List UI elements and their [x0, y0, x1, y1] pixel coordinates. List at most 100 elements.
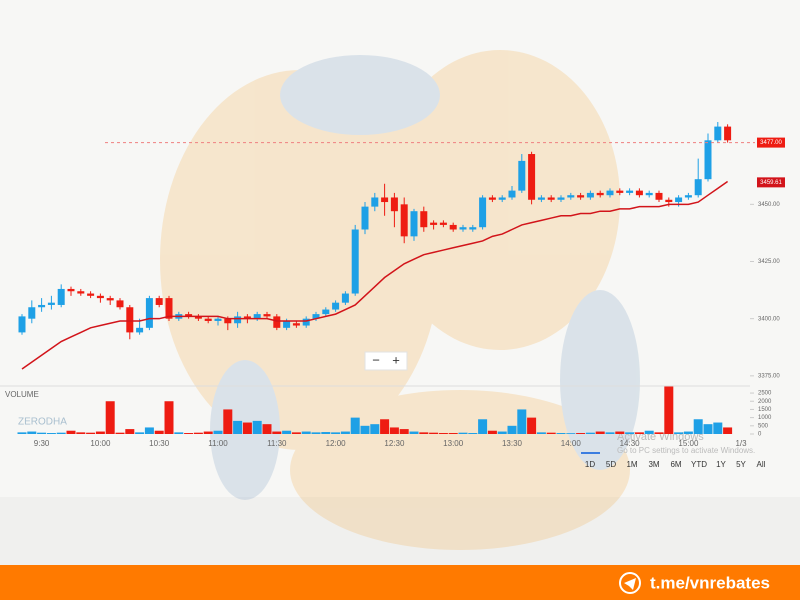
range-button[interactable]: YTD: [691, 460, 707, 469]
volume-bar: [576, 433, 586, 434]
candle-body: [616, 190, 624, 193]
candle-body: [361, 206, 369, 230]
volume-bar: [448, 433, 458, 434]
candle-body: [106, 298, 114, 301]
y-tick-label: 3450.00: [758, 202, 780, 208]
candle-body: [263, 314, 271, 317]
volume-bar: [66, 430, 76, 434]
candle-body: [655, 192, 663, 200]
volume-bar: [536, 432, 546, 434]
candle-body: [724, 126, 732, 141]
range-button[interactable]: 5Y: [736, 460, 746, 469]
volume-bar: [46, 433, 56, 434]
x-tick-label: 15:00: [678, 439, 699, 448]
range-button[interactable]: All: [757, 460, 766, 469]
candle-body: [273, 316, 281, 328]
volume-bar: [95, 431, 105, 434]
x-tick-label: 14:00: [561, 439, 582, 448]
candle-body: [430, 222, 438, 225]
volume-bar: [703, 424, 713, 434]
candle-body: [87, 293, 95, 296]
zoom-box: [364, 351, 408, 371]
volume-bar: [17, 432, 27, 434]
volume-bar: [507, 425, 517, 434]
zoom-in[interactable]: +: [392, 352, 400, 367]
x-tick-label: 10:30: [149, 439, 170, 448]
ma-price-tag: [757, 177, 785, 188]
candle-body: [234, 316, 242, 324]
range-button[interactable]: 1M: [626, 460, 637, 469]
volume-bar: [527, 417, 537, 434]
volume-bar: [487, 430, 497, 434]
volume-bar: [654, 432, 664, 434]
candle-body: [626, 190, 634, 193]
last-price-label: 3477.00: [760, 140, 782, 146]
volume-bar: [115, 432, 125, 434]
candle-body: [694, 179, 702, 196]
range-button[interactable]: 5D: [606, 460, 616, 469]
volume-tick-label: 2500: [758, 391, 772, 397]
volume-bar: [674, 432, 684, 434]
volume-bar: [321, 432, 331, 434]
y-tick-label: 3375.00: [758, 373, 780, 379]
candle-body: [488, 197, 496, 200]
x-tick-label: 10:00: [90, 439, 111, 448]
zoom-controls: − +: [364, 351, 408, 371]
volume-bar: [144, 427, 154, 434]
volume-bar: [86, 432, 96, 434]
candle-body: [557, 197, 565, 200]
volume-bar: [566, 433, 576, 434]
y-tick-label: 3425.00: [758, 259, 780, 265]
zoom-out[interactable]: −: [372, 352, 380, 367]
watermark-text: ZERODHA: [18, 417, 67, 428]
volume-bar: [625, 432, 635, 434]
candle-body: [28, 307, 36, 319]
volume-tick-label: 1000: [758, 415, 772, 421]
range-button[interactable]: 6M: [670, 460, 681, 469]
volume-bar: [213, 430, 223, 434]
volume-bar: [76, 432, 86, 434]
footer-link[interactable]: t.me/vnrebates: [650, 573, 770, 592]
candle-body: [459, 227, 467, 230]
volume-bar: [693, 419, 703, 434]
volume-bar: [242, 422, 252, 434]
candle-body: [145, 298, 153, 328]
candle-body: [155, 298, 163, 305]
volume-bar: [389, 427, 399, 434]
candle-body: [400, 204, 408, 237]
volume-bar: [262, 424, 272, 434]
volume-bar: [419, 432, 429, 434]
volume-bar: [556, 433, 566, 434]
x-tick-label: 11:30: [267, 439, 287, 448]
volume-bar: [605, 432, 615, 434]
volume-bar: [595, 431, 605, 434]
candle-body: [38, 304, 46, 308]
candle-body: [136, 327, 144, 333]
volume-bar: [429, 432, 439, 434]
range-button[interactable]: 3M: [648, 460, 659, 469]
candle-body: [116, 300, 124, 308]
candle-body: [57, 288, 65, 305]
range-button[interactable]: 1D: [585, 460, 595, 469]
candle-body: [194, 316, 202, 319]
candle-body: [596, 192, 604, 196]
y-tick-label: 3400.00: [758, 316, 780, 322]
volume-bar: [282, 430, 292, 434]
candle-body: [645, 192, 653, 196]
volume-bar: [203, 431, 213, 434]
candle-body: [77, 291, 85, 294]
range-button[interactable]: 1Y: [716, 460, 726, 469]
x-tick-label: 12:30: [384, 439, 405, 448]
volume-bar: [125, 429, 135, 434]
date-label: 1/3: [735, 439, 747, 448]
candle-body: [635, 190, 643, 196]
volume-bar: [331, 432, 341, 434]
candle-body: [283, 320, 291, 328]
candle-body: [665, 199, 673, 203]
candle-body: [606, 190, 614, 196]
x-tick-label: 13:00: [443, 439, 464, 448]
candle-body: [469, 227, 477, 230]
volume-bar: [360, 425, 370, 434]
